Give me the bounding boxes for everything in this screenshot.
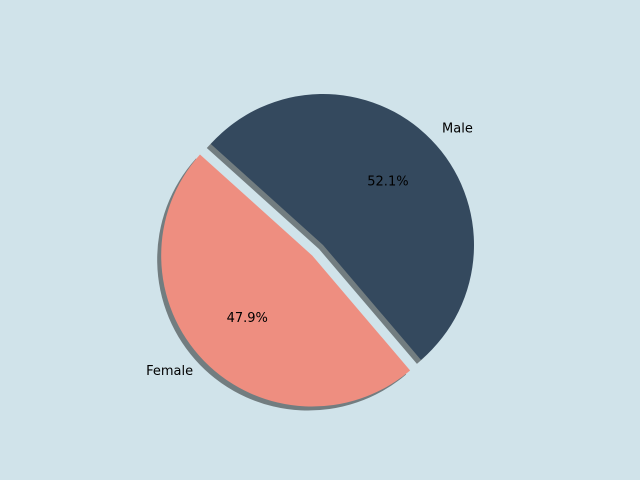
category-label: Male — [442, 122, 473, 137]
value-label: 47.9% — [227, 311, 268, 326]
category-label: Female — [146, 364, 193, 379]
slice — [161, 154, 411, 407]
slice — [210, 94, 474, 360]
value-label: 52.1% — [367, 174, 408, 189]
